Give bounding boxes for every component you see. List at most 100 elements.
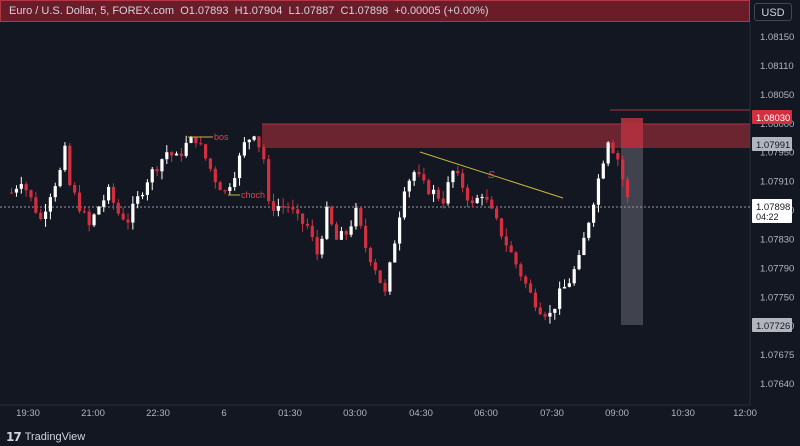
candle-body [208, 158, 213, 169]
candle-body [63, 145, 67, 170]
candle-body [291, 207, 295, 210]
candle-body [344, 231, 348, 235]
open-value: 1.07893 [188, 5, 229, 17]
currency-button[interactable]: USD [754, 3, 792, 21]
candle-body [204, 144, 208, 159]
candle-body [271, 201, 276, 211]
candle-body [140, 194, 145, 197]
candle-body [170, 152, 174, 156]
candle-body [621, 159, 625, 180]
candle-body [485, 196, 489, 200]
candle-body [388, 262, 392, 292]
candle-body [116, 202, 120, 214]
candle-body [412, 172, 416, 181]
x-tick-label: 01:30 [278, 408, 302, 419]
candle-body [543, 314, 547, 317]
y-tick-label: 1.07675 [760, 350, 794, 361]
y-tick-label: 1.07830 [760, 234, 794, 245]
candle-body [184, 142, 188, 156]
candle-body [582, 237, 586, 256]
x-tick-label: 6 [221, 408, 226, 419]
candle-body [155, 169, 159, 172]
candle-body [315, 237, 319, 255]
candle-body [592, 204, 596, 223]
candle-body [14, 188, 19, 193]
candle-body [359, 207, 363, 226]
candle-body [223, 190, 227, 192]
candle-body [611, 142, 615, 154]
candle-body [349, 226, 353, 235]
candle-body [276, 206, 280, 211]
candle-body [334, 224, 339, 240]
candle-body [567, 283, 571, 287]
tradingview-mark-icon: 𝟭𝟳 [6, 430, 22, 444]
candle-body [519, 264, 523, 277]
low-label: L [288, 5, 295, 17]
x-tick-label: 21:00 [81, 408, 105, 419]
candle-body [398, 217, 402, 244]
candle-body [136, 196, 140, 204]
candle-body [490, 199, 494, 209]
candle-body [533, 292, 537, 308]
close-value: 1.07898 [348, 5, 389, 17]
candle-body [417, 172, 421, 175]
candle-body [407, 180, 411, 192]
x-tick-label: 22:30 [146, 408, 170, 419]
candle-body [199, 143, 203, 145]
stop-projection-box [621, 118, 643, 148]
low-value: 1.07887 [294, 5, 335, 17]
candle-body [34, 197, 38, 213]
candle-body [305, 223, 310, 226]
candle-body [189, 137, 193, 143]
candle-body [548, 312, 552, 317]
y-tick-label: 1.07640 [760, 379, 794, 390]
candle-body [456, 171, 460, 174]
x-tick-label: 09:00 [605, 408, 629, 419]
candle-body [97, 206, 101, 215]
s-label: S [488, 170, 495, 181]
symbol-header-bar[interactable]: Euro / U.S. Dollar, 5, FOREX.com O1.0789… [0, 0, 750, 22]
candle-body [87, 211, 91, 226]
candle-body [310, 225, 314, 238]
price-badge-target: 1.07726 [756, 321, 790, 332]
candle-body [528, 283, 533, 293]
candle-body [53, 186, 57, 198]
candle-body [495, 208, 499, 219]
candle-body [562, 286, 567, 289]
candle-body [174, 153, 179, 156]
close-label: C [340, 5, 349, 17]
candle-body [77, 192, 82, 212]
candle-body [558, 288, 562, 309]
candle-body [68, 145, 72, 186]
candle-body [373, 262, 377, 271]
trend-line [419, 151, 564, 199]
candle-body [242, 142, 246, 156]
tradingview-logo[interactable]: 𝟭𝟳 TradingView [6, 430, 85, 444]
candle-body [48, 197, 52, 212]
x-tick-label: 12:00 [733, 408, 757, 419]
x-tick-label: 10:30 [671, 408, 695, 419]
high-value: 1.07904 [242, 5, 283, 17]
price-badge-red: 1.08030 [756, 113, 790, 124]
candle-body [509, 245, 513, 253]
candle-body [616, 153, 620, 160]
candle-body [475, 197, 479, 204]
candle-body [82, 211, 86, 213]
candle-body [431, 189, 436, 195]
candle-body [465, 187, 470, 201]
candle-body [378, 270, 382, 284]
y-tick-label: 1.07750 [760, 292, 794, 303]
candle-body [368, 247, 373, 263]
symbol-name: Euro / U.S. Dollar, 5, FOREX.com [9, 5, 175, 17]
candle-body [480, 196, 484, 199]
candle-body [577, 255, 581, 270]
x-tick-label: 06:00 [474, 408, 498, 419]
candle-body [233, 178, 237, 188]
price-badge-red-bg [752, 110, 792, 124]
price-badge-zone: 1.07991 [756, 140, 790, 151]
candle-body [320, 238, 324, 255]
candle-body [354, 207, 358, 227]
candle-body [451, 171, 455, 183]
candle-body [393, 243, 397, 263]
